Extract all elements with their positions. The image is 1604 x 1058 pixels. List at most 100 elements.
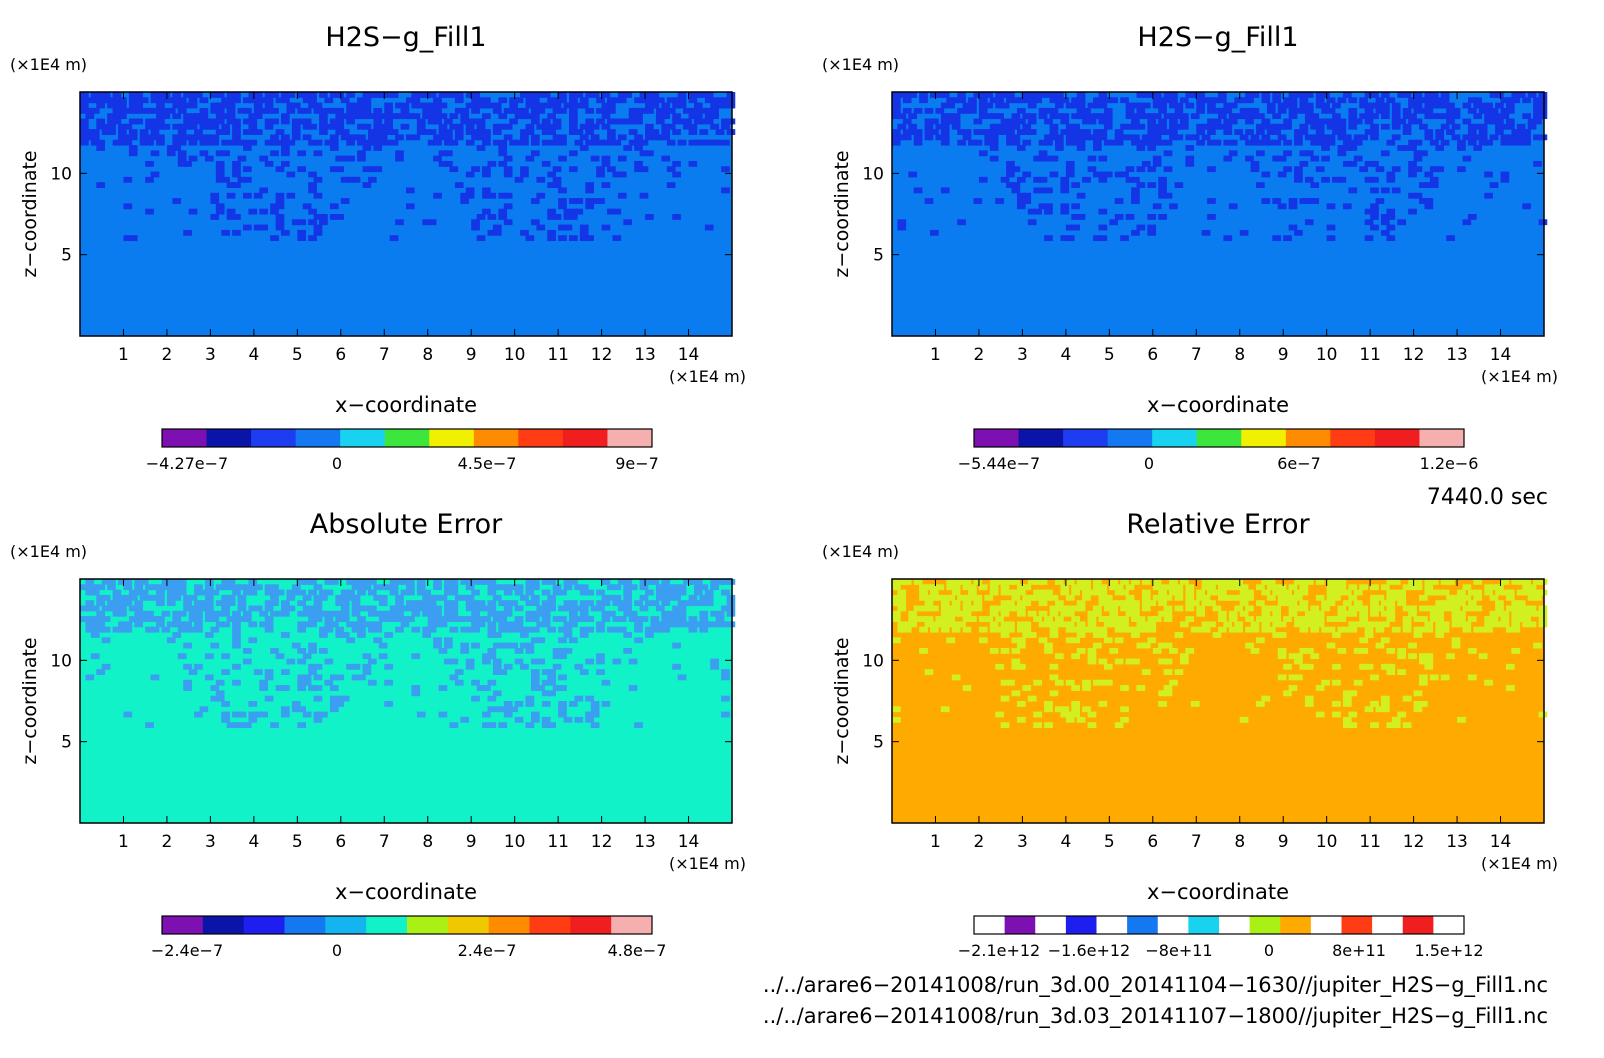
heatmap-cell	[1337, 123, 1347, 130]
heatmap-cell	[645, 129, 654, 135]
heatmap-cell	[552, 589, 562, 596]
heatmap-cell	[259, 610, 268, 617]
heatmap-cell	[492, 632, 502, 638]
heatmap-cell	[1027, 92, 1037, 98]
heatmap-cell	[1223, 102, 1233, 109]
heatmap-cell	[215, 150, 225, 157]
heatmap-cell	[253, 113, 263, 120]
heatmap-cell	[1467, 123, 1477, 130]
heatmap-cell	[1381, 107, 1390, 114]
heatmap-cell	[1163, 129, 1173, 135]
heatmap-cell	[1228, 584, 1238, 591]
heatmap-cell	[1321, 600, 1330, 607]
heatmap-cell	[612, 235, 622, 242]
heatmap-cell	[118, 594, 127, 601]
heatmap-cell	[1495, 113, 1504, 120]
heatmap-cell	[1299, 647, 1309, 654]
heatmap-cell	[1141, 92, 1151, 98]
heatmap-cell	[1364, 113, 1374, 120]
heatmap-cell	[897, 626, 907, 633]
heatmap-cell	[536, 123, 546, 130]
heatmap-cell	[552, 616, 562, 622]
heatmap-cell	[264, 107, 274, 114]
heatmap-cell	[1315, 134, 1325, 141]
heatmap-cell	[204, 134, 214, 141]
colorbar-segment	[562, 429, 608, 447]
heatmap-cell	[476, 579, 486, 585]
heatmap-cell	[449, 616, 459, 622]
heatmap-cell	[156, 134, 165, 141]
heatmap-cell	[1071, 711, 1080, 718]
heatmap-cell	[199, 107, 209, 114]
heatmap-cell	[924, 605, 934, 612]
heatmap-cell	[1082, 706, 1091, 713]
heatmap-cell	[1207, 129, 1216, 135]
heatmap-cell	[1381, 113, 1390, 120]
heatmap-cell	[1467, 214, 1477, 220]
heatmap-cell	[1408, 610, 1417, 617]
heatmap-cell	[1533, 134, 1542, 141]
heatmap-cell	[569, 579, 578, 585]
heatmap-cell	[128, 134, 138, 141]
heatmap-cell	[514, 621, 524, 628]
heatmap-cell	[123, 134, 133, 141]
heatmap-cell	[645, 92, 654, 98]
heatmap-cell	[384, 610, 393, 617]
heatmap-cell	[145, 139, 154, 146]
heatmap-cell	[1179, 118, 1189, 125]
heatmap-cell	[1451, 600, 1461, 607]
heatmap-cell	[978, 107, 988, 114]
heatmap-cell	[1006, 134, 1015, 141]
heatmap-cell	[492, 139, 502, 146]
heatmap-cell	[145, 616, 154, 622]
heatmap-cell	[166, 107, 176, 114]
heatmap-cell	[1484, 107, 1493, 114]
heatmap-cell	[1141, 102, 1151, 109]
heatmap-cell	[1065, 610, 1075, 617]
heatmap-cell	[302, 679, 312, 686]
heatmap-cell	[574, 92, 584, 98]
heatmap-cell	[973, 600, 983, 607]
heatmap-cell	[1310, 616, 1320, 622]
heatmap-cell	[471, 118, 480, 125]
heatmap-cell	[569, 92, 578, 98]
heatmap-cell	[1402, 129, 1412, 135]
heatmap-cell	[940, 129, 950, 135]
heatmap-cell	[199, 150, 209, 157]
heatmap-cell	[1103, 139, 1113, 146]
heatmap-cell	[541, 600, 551, 607]
heatmap-cell	[150, 616, 160, 622]
heatmap-cell	[892, 97, 901, 104]
heatmap-cell	[704, 139, 714, 146]
heatmap-cell	[1272, 616, 1282, 622]
heatmap-cell	[118, 621, 127, 628]
heatmap-cell	[726, 92, 736, 98]
heatmap-cell	[585, 658, 594, 665]
heatmap-cell	[574, 616, 584, 622]
heatmap-cells	[892, 92, 1548, 242]
heatmap-cell	[683, 621, 692, 628]
heatmap-cell	[989, 155, 999, 162]
heatmap-cell	[978, 176, 988, 183]
heatmap-cell	[1223, 584, 1233, 591]
heatmap-cell	[1098, 616, 1108, 622]
heatmap-cell	[183, 113, 192, 120]
heatmap-cell	[362, 579, 372, 585]
heatmap-cell	[465, 658, 475, 665]
heatmap-cell	[422, 626, 431, 633]
heatmap-cell	[1527, 594, 1537, 601]
heatmap-cell	[1489, 92, 1499, 98]
heatmap-cell	[574, 695, 584, 702]
colorbar-label: −2.4e−7	[151, 941, 223, 960]
heatmap-cell	[1440, 102, 1450, 109]
heatmap-cell	[487, 626, 497, 633]
heatmap-cell	[1055, 679, 1064, 686]
heatmap-cell	[1027, 219, 1037, 226]
heatmap-cell	[215, 176, 225, 183]
heatmap-cell	[1087, 647, 1097, 654]
heatmap-cell	[1136, 626, 1146, 633]
heatmap-cell	[688, 160, 698, 167]
heatmap-cell	[482, 129, 491, 135]
heatmap-cell	[1169, 647, 1178, 654]
heatmap-cell	[1446, 605, 1455, 612]
